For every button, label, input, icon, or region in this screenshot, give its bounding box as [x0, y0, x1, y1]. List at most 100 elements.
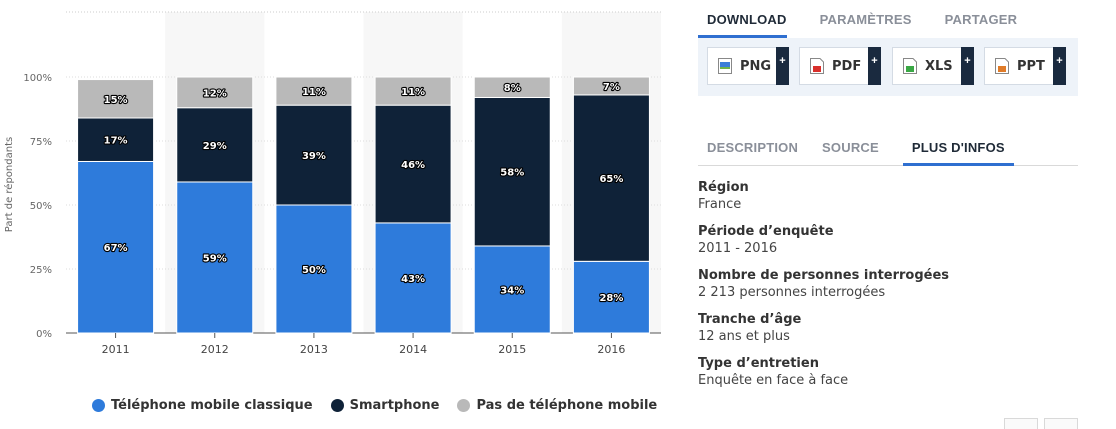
bar-segment [572, 94, 650, 262]
info-label-interview-type: Type d’entretien [698, 356, 819, 371]
stacked-bar-chart: 0% 25% 50% 75% 100% Part de répondants 67% 17% 1… [3, 11, 661, 356]
pdf-label: PDF [832, 58, 862, 74]
legend-item-smartphone[interactable]: Smartphone [330, 398, 440, 413]
corner-button-left[interactable] [1004, 418, 1038, 429]
chart-area: 0% 25% 50% 75% 100% Part de répondants 67% 17% 1… [3, 11, 661, 413]
x-tick-label: 2016 [597, 343, 625, 356]
bar-value-label: 65% [599, 174, 623, 185]
ppt-file-icon [995, 58, 1009, 74]
tab-plus-infos[interactable]: PLUS D'INFOS [902, 140, 1014, 166]
png-file-icon [718, 58, 732, 74]
png-download-button[interactable]: PNG + [707, 47, 789, 85]
png-label: PNG [740, 58, 772, 74]
ppt-plus-icon[interactable]: + [1053, 47, 1066, 85]
info-item-age: Tranche d’âge 12 ans et plus [698, 312, 1078, 345]
bar-segment [473, 245, 551, 334]
info-item-interview-type: Type d’entretien Enquête en face à face [698, 356, 1078, 389]
bar-segment [473, 76, 551, 98]
bar-segment [275, 204, 353, 334]
corner-button-right[interactable] [1044, 418, 1078, 429]
pdf-file-icon [810, 58, 824, 74]
bar-segment [572, 76, 650, 96]
x-tick-label: 2014 [399, 343, 427, 356]
y-tick-label: 0% [36, 329, 52, 340]
xls-label: XLS [925, 58, 953, 74]
bar-segment [77, 160, 155, 334]
tab-description[interactable]: DESCRIPTION [707, 140, 799, 155]
bar-value-label: 50% [302, 265, 326, 276]
bar-value-label: 12% [203, 88, 227, 99]
bar-value-label: 39% [302, 151, 326, 162]
pdf-download-button[interactable]: PDF + [799, 47, 881, 85]
ppt-download-button[interactable]: PPT + [984, 47, 1066, 85]
bar-segment [275, 76, 353, 106]
download-box: PNG + PDF + XLS + PPT + [698, 38, 1078, 96]
y-tick-label: 50% [30, 201, 52, 212]
ppt-label: PPT [1017, 58, 1045, 74]
info-label-period: Période d’enquête [698, 224, 834, 239]
info-item-region: Région France [698, 180, 1078, 213]
info-label-age: Tranche d’âge [698, 312, 802, 327]
chart-legend: Téléphone mobile classique Smartphone Pa… [92, 398, 657, 413]
tab-source[interactable]: SOURCE [822, 140, 879, 155]
bar-value-label: 43% [401, 274, 425, 285]
info-item-period: Période d’enquête 2011 - 2016 [698, 224, 1078, 257]
legend-label-none: Pas de téléphone mobile [476, 398, 658, 413]
bar-segment [473, 96, 551, 247]
legend-dot-smartphone [330, 399, 344, 412]
legend-item-none[interactable]: Pas de téléphone mobile [457, 398, 657, 413]
bar-value-label: 28% [599, 293, 623, 304]
bar-segment [374, 76, 452, 106]
bar-segment [176, 181, 254, 334]
side-panel: DOWNLOAD PARAMÈTRES PARTAGER PNG + PDF +… [698, 0, 1078, 422]
info-value-interview-type: Enquête en face à face [698, 373, 849, 388]
y-tick-label: 75% [30, 137, 52, 148]
legend-label-smartphone: Smartphone [349, 398, 440, 413]
xls-file-icon [903, 58, 917, 74]
legend-item-classic[interactable]: Téléphone mobile classique [92, 398, 313, 413]
bar-value-label: 34% [500, 285, 524, 296]
bar-value-label: 17% [104, 136, 128, 147]
y-tick-label: 25% [30, 265, 52, 276]
bar-segment [77, 79, 155, 119]
bar-segment [77, 117, 155, 162]
pdf-plus-icon[interactable]: + [868, 47, 881, 85]
info-item-respondents: Nombre de personnes interrogées 2 213 pe… [698, 268, 1078, 301]
info-tab-bar: DESCRIPTION SOURCE PLUS D'INFOS [698, 140, 1078, 166]
bar-value-label: 11% [302, 87, 326, 98]
info-value-respondents: 2 213 personnes interrogées [698, 285, 886, 300]
xls-download-button[interactable]: XLS + [892, 47, 974, 85]
y-tick-label: 100% [23, 73, 52, 84]
legend-dot-classic [92, 399, 105, 412]
bar-segment [572, 260, 650, 334]
info-value-age: 12 ans et plus [698, 329, 790, 344]
bar-value-label: 29% [203, 141, 227, 152]
bar-value-label: 15% [104, 95, 128, 106]
corner-buttons [1004, 418, 1078, 429]
info-value-period: 2011 - 2016 [698, 241, 778, 256]
x-tick-label: 2015 [498, 343, 526, 356]
tab-parametres[interactable]: PARAMÈTRES [819, 12, 912, 27]
xls-plus-icon[interactable]: + [961, 47, 974, 85]
x-tick-label: 2012 [201, 343, 229, 356]
legend-dot-none [457, 399, 471, 412]
bar-value-label: 8% [504, 83, 521, 94]
png-plus-icon[interactable]: + [776, 47, 789, 85]
tab-download[interactable]: DOWNLOAD [698, 12, 787, 38]
legend-label-classic: Téléphone mobile classique [111, 398, 313, 413]
bar-value-label: 58% [500, 168, 524, 179]
bar-segment [176, 107, 254, 183]
bar-value-label: 59% [203, 253, 227, 264]
info-list: Région France Période d’enquête 2011 - 2… [698, 180, 1078, 400]
info-value-region: France [698, 197, 742, 212]
bar-segment [275, 104, 353, 206]
x-tick-label: 2011 [102, 343, 130, 356]
download-tab-bar: DOWNLOAD PARAMÈTRES PARTAGER [698, 12, 1078, 38]
x-tick-label: 2013 [300, 343, 328, 356]
tab-partager[interactable]: PARTAGER [944, 12, 1018, 27]
info-label-respondents: Nombre de personnes interrogées [698, 268, 950, 283]
bar-segment [176, 76, 254, 109]
y-axis-title: Part de répondants [3, 137, 15, 232]
bar-segment [374, 222, 452, 334]
bar-value-label: 7% [603, 82, 620, 93]
